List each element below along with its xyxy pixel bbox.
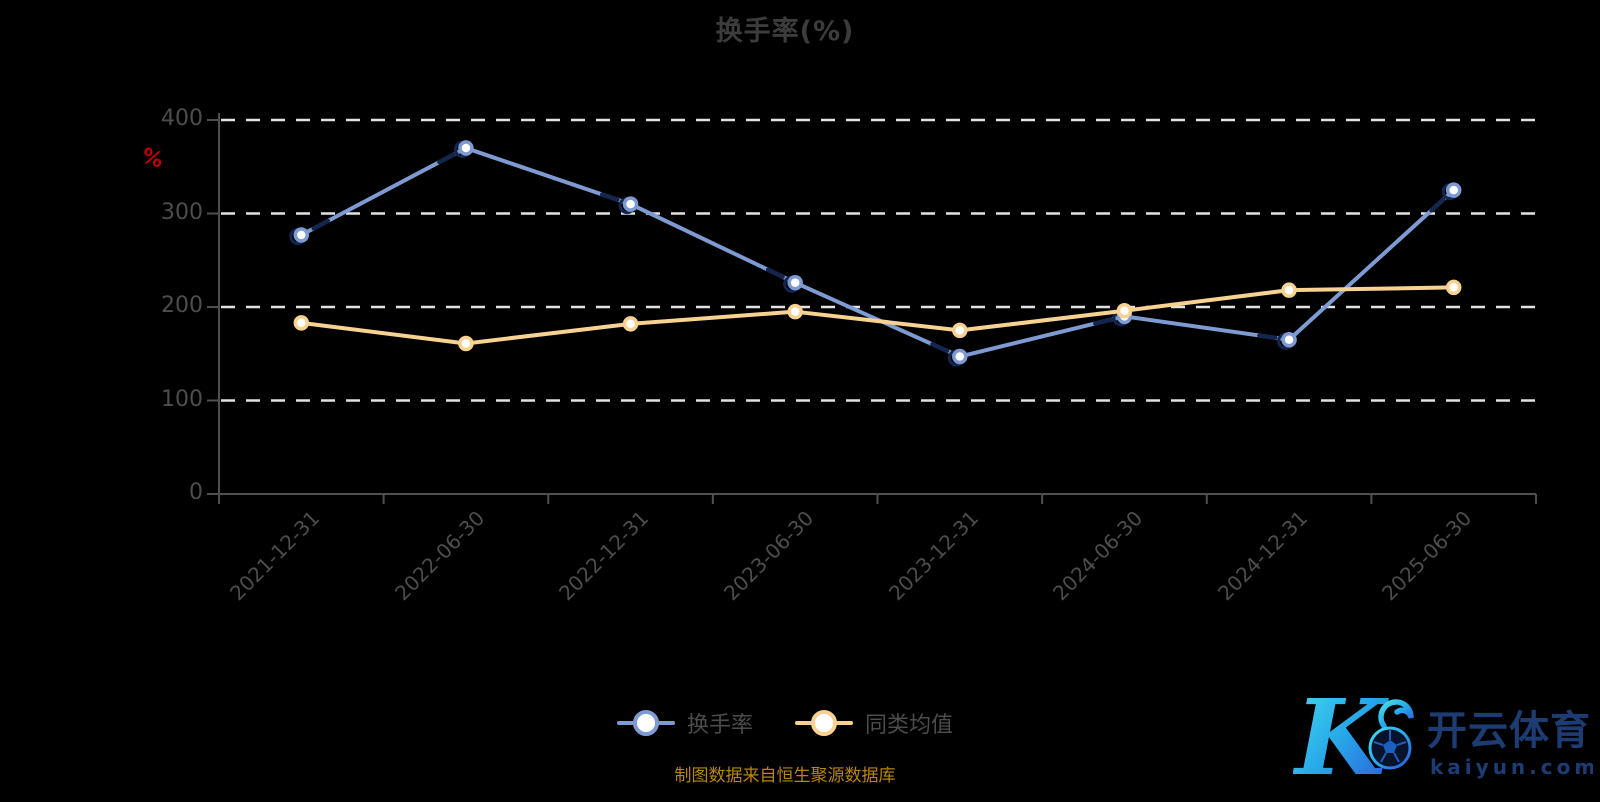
legend-marker [795, 709, 853, 737]
series-0 [289, 140, 1462, 367]
line-shadow-artifact [930, 342, 950, 354]
y-axis-label: 200 [161, 293, 203, 318]
line-shadow-artifact [437, 152, 456, 165]
y-axis-label: 100 [161, 386, 203, 412]
axes [207, 113, 1537, 504]
watermark-domain: kaiyun.com [1430, 755, 1593, 779]
line-shadow-artifact [1093, 317, 1114, 326]
line-shadow-artifact [1429, 197, 1446, 213]
cloud-swirl-icon [1378, 699, 1414, 729]
series-1 [293, 279, 1462, 352]
chart-title: 换手率(%) [715, 16, 855, 47]
data-point-s0-2[interactable] [622, 196, 639, 212]
grid-layer [221, 118, 1536, 402]
data-point-s1-5[interactable] [1116, 302, 1133, 319]
y-axis-label: 300 [161, 199, 203, 225]
data-point-s1-4[interactable] [952, 322, 968, 339]
line-shadow-artifact [599, 192, 620, 202]
legend-circle-icon [811, 710, 837, 736]
watermark-logo[interactable]: K 开云体育 kaiyun.com [1292, 672, 1595, 799]
line-shadow-artifact [765, 267, 785, 279]
data-point-s1-0[interactable] [293, 315, 310, 331]
line-shadow-artifact [1257, 333, 1278, 341]
data-point-s0-6[interactable] [1281, 331, 1297, 348]
data-point-s1-2[interactable] [622, 316, 639, 332]
line-shadow-artifact [311, 218, 331, 231]
legend-item-0[interactable]: 换手率 [616, 707, 753, 739]
y-axis-label: 0 [189, 480, 203, 505]
data-point-s0-0[interactable] [293, 227, 310, 243]
watermark-brand: 开云体育 [1427, 708, 1591, 754]
data-point-s1-1[interactable] [458, 335, 474, 352]
soccer-ball-icon [1368, 726, 1412, 770]
legend-item-1[interactable]: 同类均值 [795, 707, 953, 739]
data-point-s0-3[interactable] [787, 274, 803, 291]
data-point-s0-4[interactable] [952, 348, 968, 365]
data-point-s0-7[interactable] [1445, 182, 1462, 198]
data-point-s1-6[interactable] [1281, 282, 1297, 298]
legend-marker [616, 709, 675, 737]
data-point-s1-3[interactable] [787, 303, 803, 320]
series-1-line [299, 285, 1456, 346]
data-point-s0-1[interactable] [458, 140, 474, 156]
legend-circle-icon [632, 710, 659, 736]
legend-label: 同类均值 [865, 713, 954, 738]
legend: 换手率 同类均值 [0, 701, 1570, 745]
footer-note: 制图数据来自恒生聚源数据库 [674, 766, 896, 786]
data-point-s1-7[interactable] [1445, 279, 1462, 296]
legend-label: 换手率 [686, 713, 753, 738]
y-axis-label: 400 [161, 106, 203, 131]
series-0-line [299, 146, 1456, 359]
